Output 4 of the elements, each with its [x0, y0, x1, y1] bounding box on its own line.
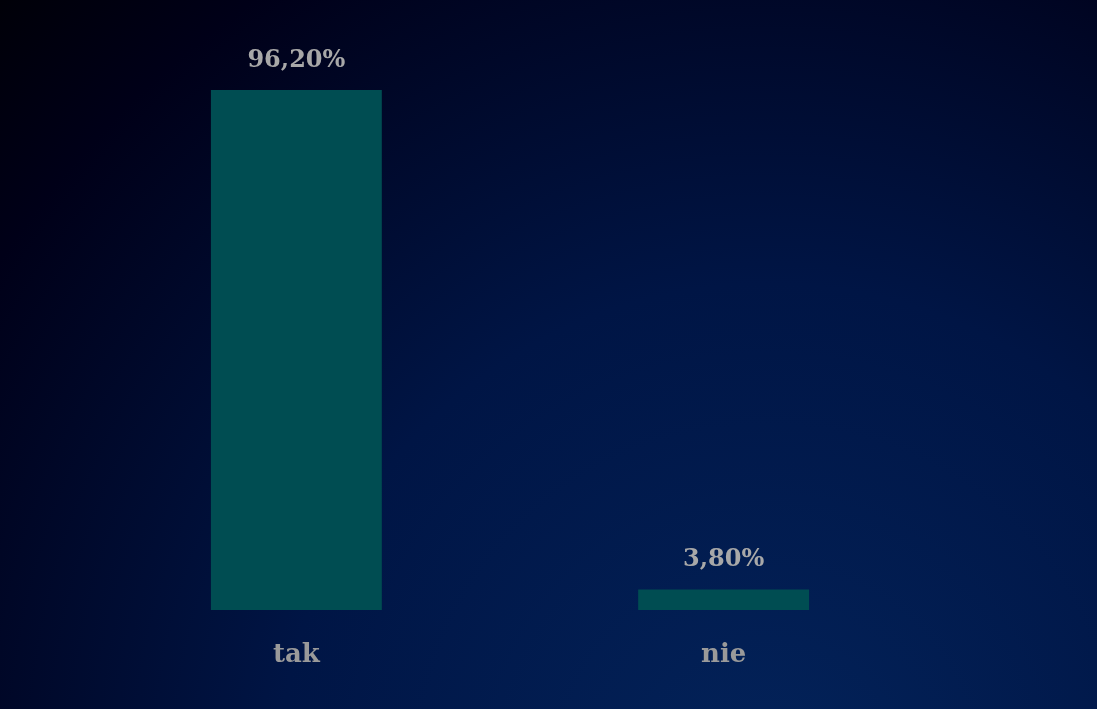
data-label: 3,80% [683, 543, 765, 573]
x-tick-label: nie [700, 637, 747, 668]
x-tick-label: tak [272, 637, 321, 668]
data-label: 96,20% [247, 44, 346, 73]
